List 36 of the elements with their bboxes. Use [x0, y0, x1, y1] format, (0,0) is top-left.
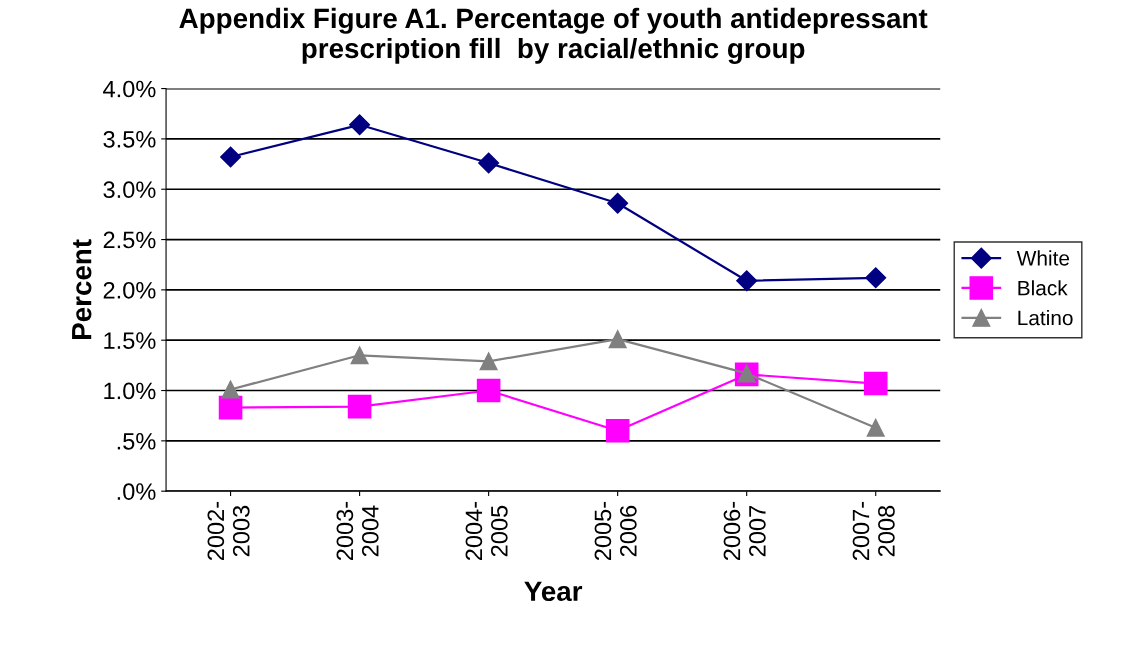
x-tick-label: 2006- 2007: [723, 501, 766, 561]
y-tick-label: 1.0%: [104, 382, 156, 400]
legend-label: White: [1016, 250, 1070, 266]
y-tick-label: 2.0%: [103, 281, 156, 299]
y-axis-title: Percent: [72, 239, 92, 339]
point: [220, 146, 242, 168]
chart-title: Appendix Figure A1. Percentage of youth antidepressant prescription fill by racial/ethnic group: [179, 7, 928, 64]
y-tick-label: .5%: [117, 433, 156, 450]
x-tick-label: 2004- 2005: [465, 501, 508, 561]
point: [607, 192, 629, 214]
y-tick-label: 3.0%: [103, 181, 156, 199]
x-tick-label: 2005- 2006: [594, 501, 637, 561]
point: [479, 352, 498, 371]
x-axis-title: Year: [524, 581, 583, 602]
y-tick-label: 3.5%: [103, 130, 156, 148]
y-tick-label: .0%: [117, 483, 156, 500]
point: [608, 330, 627, 349]
y-tick-label: 4.0%: [103, 80, 156, 98]
point: [476, 378, 501, 403]
x-tick-label: 2007- 2008: [852, 501, 895, 561]
point: [736, 270, 758, 292]
point: [605, 418, 630, 443]
point: [221, 380, 240, 399]
y-tick-label: 1.5%: [104, 332, 156, 349]
legend-label: Latino: [1018, 310, 1073, 326]
point: [478, 152, 500, 174]
x-tick-label: 2002- 2003: [207, 501, 250, 561]
x-tick-label: 2003- 2004: [336, 501, 379, 561]
point: [350, 346, 369, 365]
point: [349, 114, 371, 136]
y-tick-label: 2.5%: [103, 231, 156, 249]
legend-label: Black: [1018, 280, 1068, 296]
point: [865, 267, 887, 289]
point: [866, 418, 885, 437]
point: [347, 394, 372, 419]
point: [863, 371, 888, 396]
